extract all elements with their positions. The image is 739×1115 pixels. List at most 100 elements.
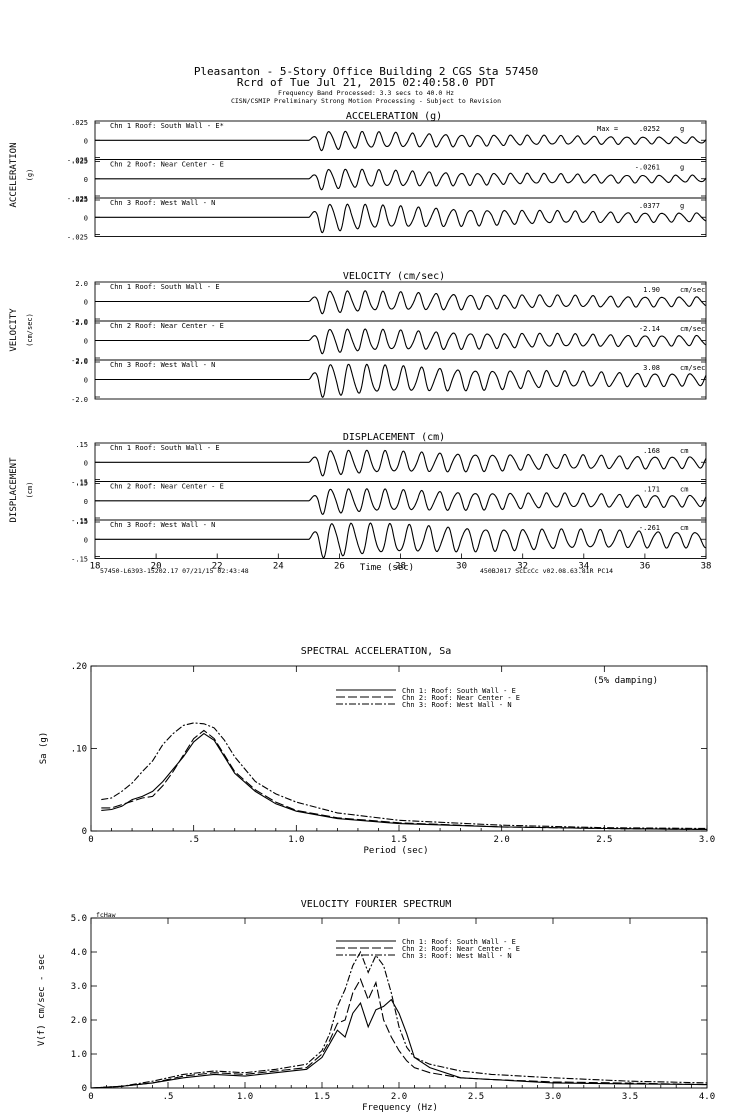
channel-max: -.261 <box>639 524 660 532</box>
channel-unit: g <box>680 164 684 172</box>
channel-label: Chn 3 Roof: West Wall - N <box>110 199 215 207</box>
channel-label: Chn 3 Roof: West Wall - N <box>110 521 215 529</box>
header-line-4: CISN/CSMIP Preliminary Strong Motion Pro… <box>231 97 501 105</box>
y-tick-label: .15 <box>75 518 88 526</box>
acceleration-title: ACCELERATION (g) <box>346 111 442 122</box>
velocity-fourier-chart: VELOCITY FOURIER SPECTRUM V(f) cm/sec - … <box>37 899 715 1113</box>
x-tick-label: 2.5 <box>468 1092 484 1102</box>
channel-trace <box>95 488 707 515</box>
channel-max: .171 <box>643 486 660 494</box>
y-tick-label: 0 <box>84 176 88 184</box>
y-tick-label: 2.0 <box>71 1016 87 1026</box>
y-tick-label: .15 <box>75 441 88 449</box>
y-tick-label: -2.0 <box>71 357 88 365</box>
footer-right: 450BJ017 ScLcCc v02.08.63.81R PC14 <box>480 567 613 575</box>
y-tick-label: 2.0 <box>75 319 88 327</box>
channel-trace <box>95 168 707 191</box>
footer-left: 57450-L6393-15202.17 07/21/15 02:43:48 <box>100 567 249 575</box>
y-tick-label: 0 <box>84 536 88 544</box>
series-line <box>90 977 708 1089</box>
velocity-yunit: (cm/sec) <box>26 313 34 347</box>
y-tick-label: -.025 <box>67 195 88 203</box>
y-tick-label: 0 <box>82 1084 87 1094</box>
velocity-panel: VELOCITY (cm/sec) VELOCITY (cm/sec) 2.0 0… <box>9 271 707 404</box>
time-tick-label: 38 <box>701 562 712 572</box>
acceleration-ylabel: ACCELERATION <box>9 142 19 207</box>
legend-label: Chn 2: Roof: Near Center - E <box>402 694 520 702</box>
y-tick-label: 0 <box>84 498 88 506</box>
report-header: Pleasanton - 5-Story Office Building 2 C… <box>194 65 538 105</box>
y-tick-label: 0 <box>84 459 88 467</box>
channel-label: Chn 1 Roof: South Wall - E <box>110 283 220 291</box>
channel-max: .0252 <box>639 125 660 133</box>
series-line <box>101 729 708 830</box>
acceleration-yunit: (g) <box>26 169 34 182</box>
series-line <box>90 950 708 1089</box>
channel-max: 3.08 <box>643 364 660 372</box>
x-tick-label: 0 <box>88 835 93 845</box>
time-tick-label: 22 <box>212 562 223 572</box>
legend-label: Chn 1: Roof: South Wall - E <box>402 938 516 946</box>
time-tick-label: 28 <box>395 562 406 572</box>
channel-unit: cm/sec <box>680 286 705 294</box>
channel-unit: cm/sec <box>680 364 705 372</box>
time-axis-label: Time (sec) <box>360 563 414 573</box>
sa-ylabel: Sa (g) <box>39 732 49 765</box>
x-tick-label: 2.5 <box>596 835 612 845</box>
plot-frame <box>90 917 708 1089</box>
channel-unit: cm/sec <box>680 325 705 333</box>
y-tick-label: -.15 <box>71 479 88 487</box>
channel-unit: g <box>680 125 684 133</box>
displacement-title: DISPLACEMENT (cm) <box>343 432 445 443</box>
channel-max: -2.14 <box>639 325 660 333</box>
y-tick-label: 1.0 <box>71 1050 87 1060</box>
time-tick-label: 36 <box>639 562 650 572</box>
displacement-yunit: (cm) <box>26 482 34 499</box>
time-tick-label: 30 <box>456 562 467 572</box>
x-tick-label: 1.5 <box>391 835 407 845</box>
y-tick-label: -.025 <box>67 234 88 242</box>
channel-trace <box>95 290 707 315</box>
y-tick-label: .025 <box>71 158 88 166</box>
x-tick-label: 3.0 <box>699 835 715 845</box>
channel-trace <box>95 130 707 152</box>
y-tick-label: 5.0 <box>71 914 87 924</box>
channel-label: Chn 1 Roof: South Wall - E <box>110 444 220 452</box>
time-tick-label: 32 <box>517 562 528 572</box>
channel-unit: g <box>680 202 684 210</box>
fs-corner-label: fcHaw <box>96 911 116 919</box>
y-tick-label: .15 <box>75 480 88 488</box>
y-tick-label: -2.0 <box>71 396 88 404</box>
y-tick-label: 0 <box>84 299 88 307</box>
sa-xlabel: Period (sec) <box>363 846 428 856</box>
legend-label: Chn 3: Roof: West Wall - N <box>402 701 512 709</box>
time-tick-label: 24 <box>273 562 284 572</box>
header-line-3: Frequency Band Processed: 3.3 secs to 40… <box>278 89 454 97</box>
y-tick-label: -.15 <box>71 517 88 525</box>
time-axis: 18 20 22 24 26 28 30 32 34 36 38 <box>90 553 712 572</box>
y-tick-label: .10 <box>71 745 87 755</box>
y-tick-label: 2.0 <box>75 280 88 288</box>
y-tick-label: .025 <box>71 119 88 127</box>
channel-max: -.0261 <box>635 164 660 172</box>
y-tick-label: -.025 <box>67 157 88 165</box>
y-tick-label: 0 <box>82 827 87 837</box>
channel-label: Chn 2 Roof: Near Center - E <box>110 483 224 491</box>
channel-label: Chn 1 Roof: South Wall - E* <box>110 122 224 130</box>
legend-label: Chn 3: Roof: West Wall - N <box>402 952 512 960</box>
y-tick-label: -.15 <box>71 556 88 564</box>
y-tick-label: 0 <box>84 214 88 222</box>
header-line-1: Pleasanton - 5-Story Office Building 2 C… <box>194 65 538 78</box>
channel-trace <box>95 449 707 477</box>
x-tick-label: 3.0 <box>545 1092 561 1102</box>
plot-frame <box>90 665 708 832</box>
fs-title: VELOCITY FOURIER SPECTRUM <box>301 899 452 910</box>
series-line <box>90 998 708 1089</box>
velocity-title: VELOCITY (cm/sec) <box>343 271 445 282</box>
x-tick-label: .5 <box>163 1092 174 1102</box>
x-tick-label: 1.5 <box>314 1092 330 1102</box>
x-tick-label: 1.0 <box>237 1092 253 1102</box>
y-tick-label: .20 <box>71 662 87 672</box>
legend-label: Chn 1: Roof: South Wall - E <box>402 687 516 695</box>
